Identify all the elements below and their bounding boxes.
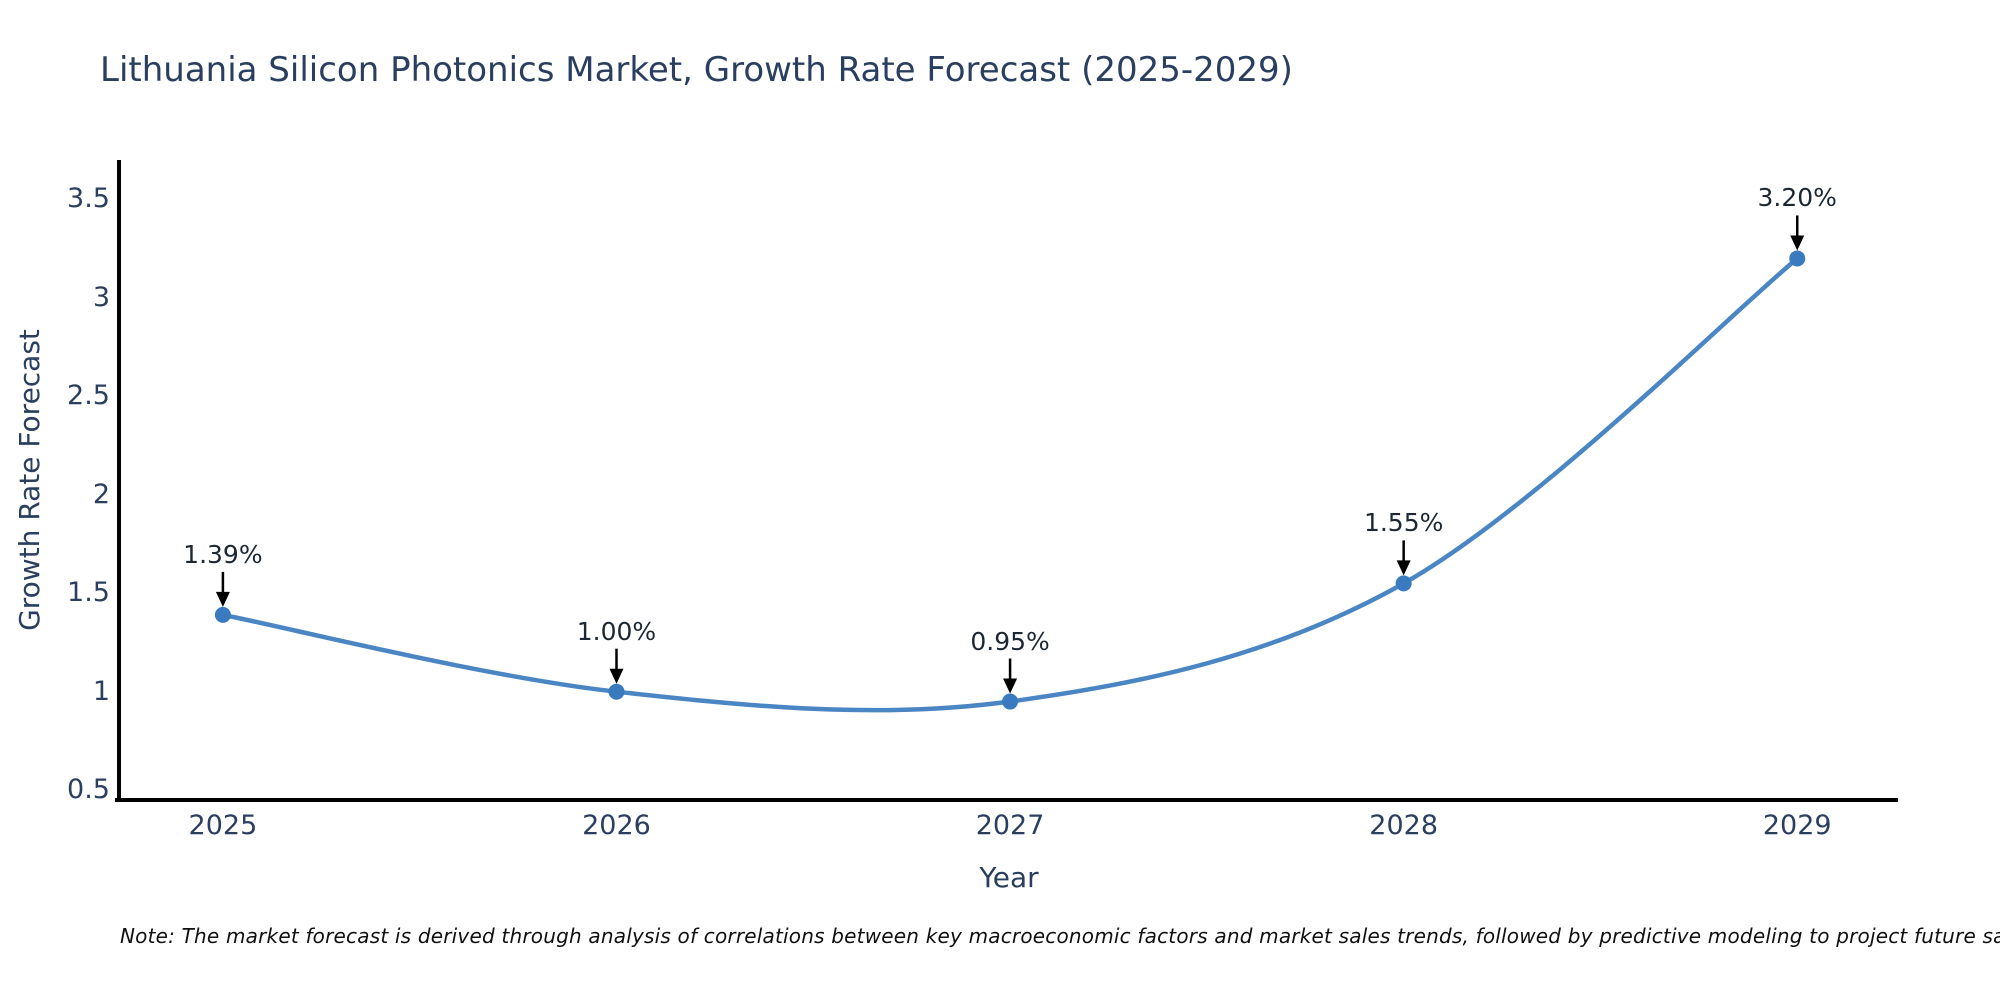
y-tick-label: 1.5 xyxy=(67,577,110,609)
y-tick-label: 2 xyxy=(92,478,110,510)
y-tick-label: 0.5 xyxy=(67,774,110,806)
y-tick-label: 3.5 xyxy=(67,183,110,215)
annotation-arrow-head xyxy=(1003,678,1018,694)
x-tick-label: 2029 xyxy=(1762,810,1832,841)
x-tick-label: 2025 xyxy=(188,810,258,841)
annotation-arrow-head xyxy=(1396,560,1411,576)
x-tick-label: 2028 xyxy=(1369,810,1439,841)
footnote: Note: The market forecast is derived thr… xyxy=(120,924,2000,948)
y-tick-label: 2.5 xyxy=(67,380,110,412)
data-point-marker xyxy=(1002,693,1019,710)
point-annotation: 0.95% xyxy=(970,626,1050,656)
annotation-arrow-head xyxy=(609,668,624,684)
x-tick-label: 2027 xyxy=(975,810,1045,841)
point-annotation: 1.55% xyxy=(1363,508,1444,538)
data-point-marker xyxy=(214,606,231,623)
x-axis-title: Year xyxy=(979,861,1039,894)
annotation-arrow-head xyxy=(1790,235,1805,251)
data-point-marker xyxy=(1395,575,1412,592)
point-annotation: 1.00% xyxy=(576,616,657,646)
x-tick-label: 2026 xyxy=(582,810,651,841)
point-annotation: 1.39% xyxy=(183,539,263,569)
chart-title: Lithuania Silicon Photonics Market, Grow… xyxy=(100,50,1293,90)
y-tick-label: 1 xyxy=(92,675,110,707)
data-point-marker xyxy=(608,683,625,700)
point-annotation: 3.20% xyxy=(1757,183,1837,213)
forecast-line xyxy=(220,256,1800,713)
data-point-marker xyxy=(1789,250,1806,267)
annotation-arrow-head xyxy=(215,591,230,607)
y-tick-label: 3 xyxy=(92,281,110,313)
